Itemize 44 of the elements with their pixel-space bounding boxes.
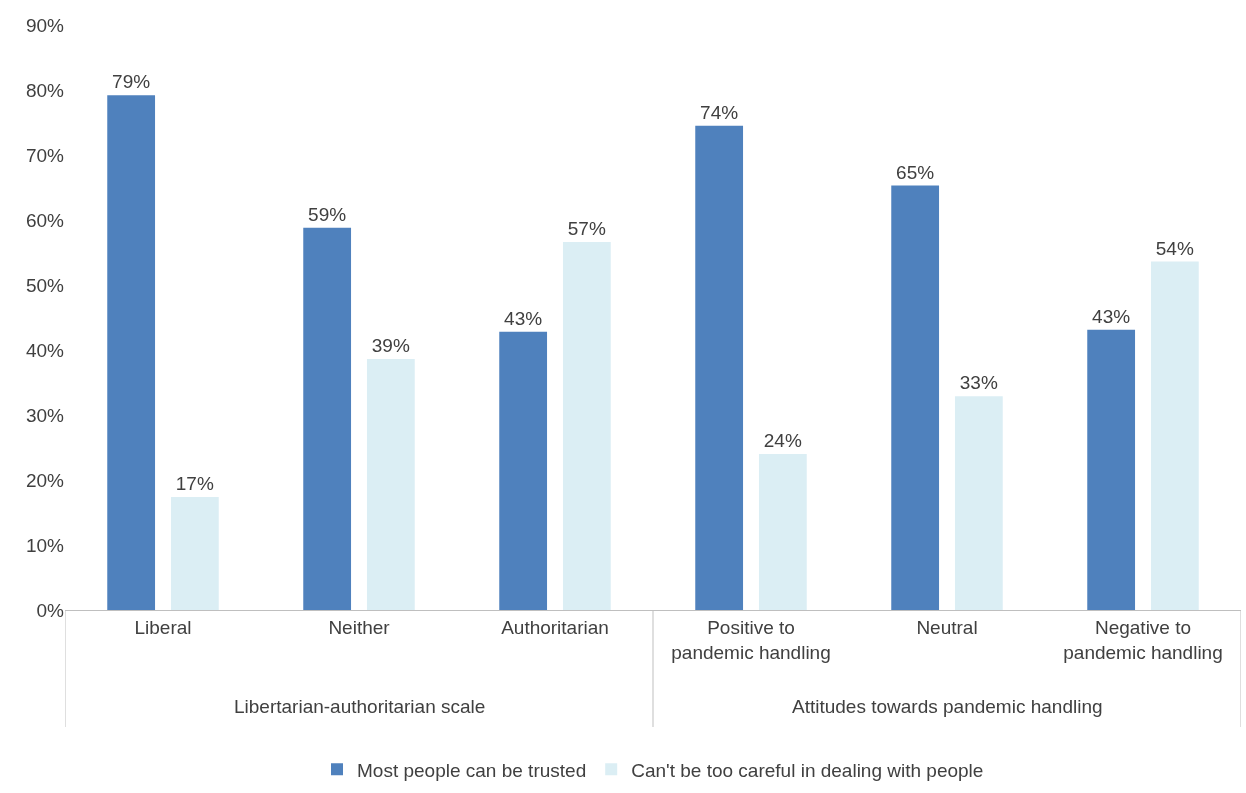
bar — [499, 331, 548, 610]
x-tick-label: Authoritarian — [501, 616, 609, 638]
data-label: 74% — [700, 101, 739, 123]
data-label: 59% — [308, 203, 347, 225]
data-label: 54% — [1155, 237, 1194, 259]
y-tick-label: 0% — [36, 599, 65, 621]
bar — [107, 95, 156, 610]
x-tick-label: Neither — [328, 616, 391, 638]
y-tick-label: 80% — [25, 79, 65, 101]
bar — [758, 454, 807, 610]
bar — [954, 396, 1003, 610]
bar — [562, 242, 611, 610]
y-tick-label: 60% — [25, 209, 65, 231]
data-label: 33% — [959, 372, 998, 394]
y-tick-label: 10% — [25, 534, 65, 556]
bar — [366, 359, 415, 610]
text: Libertarian-authoritarian scale — [234, 696, 486, 717]
bar — [891, 185, 940, 610]
data-label: 43% — [504, 307, 543, 329]
data-label: 65% — [896, 161, 935, 183]
x-tick-label: Positive to pandemic handling — [671, 616, 831, 663]
x-tick-label: Negative to pandemic handling — [1063, 616, 1223, 663]
bar — [303, 227, 352, 610]
bar — [695, 125, 744, 610]
legend-label: Can't be too careful in dealing with people — [631, 759, 984, 781]
text: Attitudes towards pandemic handling — [792, 696, 1103, 717]
bar — [1150, 261, 1199, 610]
data-label: 24% — [763, 430, 802, 451]
y-tick-label: 40% — [25, 339, 65, 361]
bar — [1087, 329, 1136, 610]
y-tick-label: 90% — [25, 14, 65, 36]
data-label: 43% — [1092, 305, 1131, 327]
data-label: 57% — [567, 218, 606, 240]
y-tick-label: 70% — [25, 144, 65, 166]
x-tick-label: Neutral — [916, 616, 978, 638]
data-label: 17% — [175, 472, 214, 494]
bar — [170, 496, 219, 610]
data-label: 39% — [371, 335, 410, 357]
y-tick-label: 50% — [25, 274, 65, 296]
data-label: 79% — [112, 71, 151, 93]
legend-label: Most people can be trusted — [357, 759, 587, 781]
x-tick-label: Liberal — [134, 616, 192, 638]
y-tick-label: 30% — [25, 404, 65, 426]
y-tick-label: 20% — [25, 469, 65, 491]
